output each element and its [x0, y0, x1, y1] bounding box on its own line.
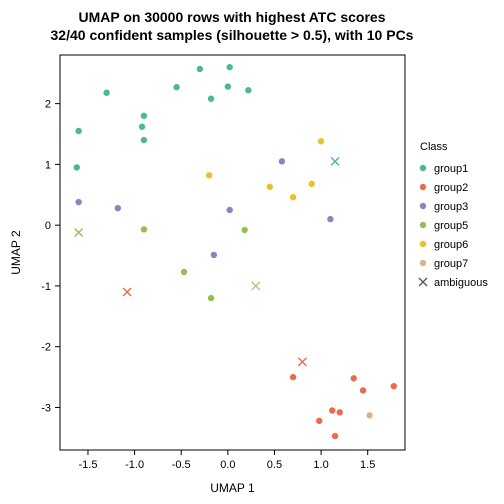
- x-tick-label: -0.5: [172, 459, 191, 471]
- point-group2: [329, 407, 335, 413]
- point-group3: [75, 199, 81, 205]
- legend-label: group5: [434, 220, 468, 232]
- point-group6: [290, 194, 296, 200]
- legend-label: group7: [434, 258, 468, 270]
- legend-swatch: [420, 260, 426, 266]
- legend-label: group3: [434, 201, 468, 213]
- y-axis-label: UMAP 2: [9, 230, 23, 275]
- legend-label: ambiguous: [434, 277, 488, 289]
- point-group1: [197, 66, 203, 72]
- point-group3: [279, 158, 285, 164]
- point-group3: [227, 207, 233, 213]
- point-group6: [267, 184, 273, 190]
- point-group3: [115, 205, 121, 211]
- point-group3: [211, 252, 217, 258]
- point-group5: [241, 227, 247, 233]
- point-group2: [316, 418, 322, 424]
- y-tick-label: 2: [45, 99, 51, 111]
- point-group3: [327, 216, 333, 222]
- x-tick-label: -1.0: [125, 459, 144, 471]
- point-group1: [103, 89, 109, 95]
- umap-scatter-chart: -1.5 -1.0 -0.5 0.0 0.5 1.0 1.5 -3 -2 -1 0 1 2 UMAP on…: [0, 0, 504, 504]
- y-tick-label: -3: [41, 402, 51, 414]
- point-group2: [337, 409, 343, 415]
- y-tick-label: 1: [45, 159, 51, 171]
- point-group6: [309, 181, 315, 187]
- point-group6: [206, 172, 212, 178]
- legend-swatch: [420, 241, 426, 247]
- x-tick-label: 1.5: [360, 459, 375, 471]
- legend-label: group1: [434, 163, 468, 175]
- point-group1: [74, 164, 80, 170]
- point-group1: [227, 64, 233, 70]
- point-group5: [141, 226, 147, 232]
- point-group2: [360, 387, 366, 393]
- chart-title-2: 32/40 confident samples (silhouette > 0.…: [51, 27, 414, 43]
- y-tick-label: -1: [41, 281, 51, 293]
- point-group2: [351, 375, 357, 381]
- point-group5: [208, 295, 214, 301]
- legend-swatch: [420, 222, 426, 228]
- legend-swatch: [420, 203, 426, 209]
- point-group2: [290, 374, 296, 380]
- x-tick-label: 0.0: [220, 459, 235, 471]
- point-group1: [245, 87, 251, 93]
- y-tick-label: 0: [45, 220, 51, 232]
- point-group1: [75, 128, 81, 134]
- y-tick-label: -2: [41, 342, 51, 354]
- legend-label: group6: [434, 239, 468, 251]
- point-group6: [318, 138, 324, 144]
- point-group7: [366, 412, 372, 418]
- x-tick-label: 0.5: [267, 459, 282, 471]
- x-tick-label: -1.5: [78, 459, 97, 471]
- chart-title-1: UMAP on 30000 rows with highest ATC scor…: [78, 9, 385, 25]
- point-group1: [139, 124, 145, 130]
- legend-label: group2: [434, 182, 468, 194]
- point-group2: [332, 433, 338, 439]
- legend-title: Class: [420, 141, 448, 153]
- point-group1: [208, 96, 214, 102]
- point-group1: [141, 113, 147, 119]
- point-group2: [391, 383, 397, 389]
- x-tick-label: 1.0: [313, 459, 328, 471]
- legend-swatch: [420, 184, 426, 190]
- point-group1: [225, 83, 231, 89]
- x-axis-label: UMAP 1: [210, 481, 255, 495]
- legend-swatch: [420, 165, 426, 171]
- point-group1: [141, 137, 147, 143]
- point-group1: [173, 84, 179, 90]
- point-group5: [181, 269, 187, 275]
